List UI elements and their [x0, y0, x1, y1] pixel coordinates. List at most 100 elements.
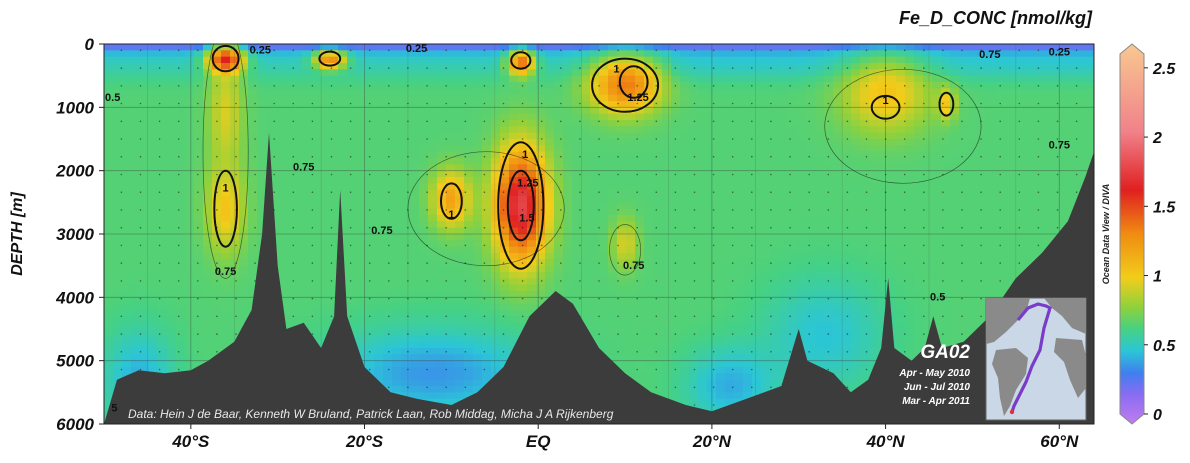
field-cell [896, 50, 906, 58]
field-cell [1013, 158, 1023, 165]
field-cell [383, 107, 393, 115]
field-cell [770, 202, 780, 210]
field-cell [635, 316, 645, 324]
field-cell [743, 265, 753, 273]
field-cell [644, 132, 654, 140]
field-cell [905, 183, 915, 191]
field-cell [482, 107, 492, 115]
field-cell [167, 189, 177, 197]
field-cell [653, 50, 663, 58]
field-cell [977, 291, 987, 298]
field-cell [1085, 126, 1094, 134]
field-cell [455, 145, 465, 153]
field-cell [167, 56, 177, 64]
field-cell [851, 94, 861, 102]
field-cell [302, 259, 312, 267]
field-cell [743, 139, 753, 146]
field-cell [968, 126, 978, 134]
field-cell [914, 202, 924, 210]
field-cell [293, 227, 303, 235]
field-cell [950, 265, 960, 273]
field-cell [1040, 88, 1050, 96]
field-cell [275, 208, 285, 216]
field-cell [113, 253, 123, 260]
field-cell [761, 69, 771, 77]
field-cell [833, 253, 843, 260]
field-cell [617, 227, 627, 235]
field-cell [275, 253, 285, 260]
field-cell [698, 139, 708, 146]
field-cell [1040, 101, 1050, 108]
field-cell [716, 56, 726, 64]
field-cell [788, 44, 798, 51]
field-cell [212, 202, 222, 210]
field-cell [590, 113, 600, 121]
field-cell [455, 253, 465, 260]
field-cell [1004, 145, 1014, 153]
field-cell [140, 297, 150, 305]
field-cell [743, 113, 753, 121]
field-cell [1022, 126, 1032, 134]
field-cell [122, 202, 132, 210]
field-cell [590, 196, 600, 203]
field-cell [752, 196, 762, 203]
field-cell [959, 69, 969, 77]
field-cell [212, 221, 222, 229]
field-cell [707, 145, 717, 153]
field-cell [302, 316, 312, 324]
field-cell [437, 272, 447, 279]
field-cell [977, 44, 987, 51]
field-cell [923, 215, 933, 222]
field-cell [446, 56, 456, 64]
field-cell [1004, 120, 1014, 127]
field-cell [653, 208, 663, 216]
field-cell [383, 221, 393, 229]
field-cell [824, 272, 834, 279]
field-cell [878, 240, 888, 248]
field-cell [176, 215, 186, 222]
field-cell [473, 177, 483, 184]
field-cell [428, 126, 438, 134]
field-cell [977, 253, 987, 260]
field-cell [302, 44, 312, 51]
field-cell [653, 303, 663, 311]
field-cell [455, 63, 465, 70]
field-cell [293, 126, 303, 134]
field-cell [680, 310, 690, 317]
field-cell [464, 164, 474, 172]
field-cell [914, 196, 924, 203]
field-cell [1085, 107, 1094, 115]
field-cell [896, 234, 906, 241]
field-cell [653, 272, 663, 279]
field-cell [320, 208, 330, 216]
field-cell [113, 145, 123, 153]
field-cell [230, 158, 240, 165]
field-cell [959, 50, 969, 58]
field-cell [482, 329, 492, 336]
field-cell [176, 75, 186, 83]
field-cell [122, 234, 132, 241]
field-cell [455, 101, 465, 108]
field-cell [590, 291, 600, 298]
field-cell [662, 120, 672, 127]
field-cell [689, 246, 699, 254]
field-cell [833, 88, 843, 96]
field-cell [779, 113, 789, 121]
field-cell [932, 177, 942, 184]
field-cell [860, 63, 870, 70]
field-cell [662, 291, 672, 298]
field-cell [482, 196, 492, 203]
field-cell [878, 164, 888, 172]
field-cell [905, 177, 915, 184]
field-cell [392, 303, 402, 311]
field-cell [932, 265, 942, 273]
field-cell [635, 202, 645, 210]
field-cell [383, 88, 393, 96]
field-cell [1058, 113, 1068, 121]
field-cell [833, 151, 843, 159]
field-cell [140, 189, 150, 197]
field-cell [437, 253, 447, 260]
field-cell [887, 234, 897, 241]
field-cell [482, 253, 492, 260]
field-cell [158, 246, 168, 254]
